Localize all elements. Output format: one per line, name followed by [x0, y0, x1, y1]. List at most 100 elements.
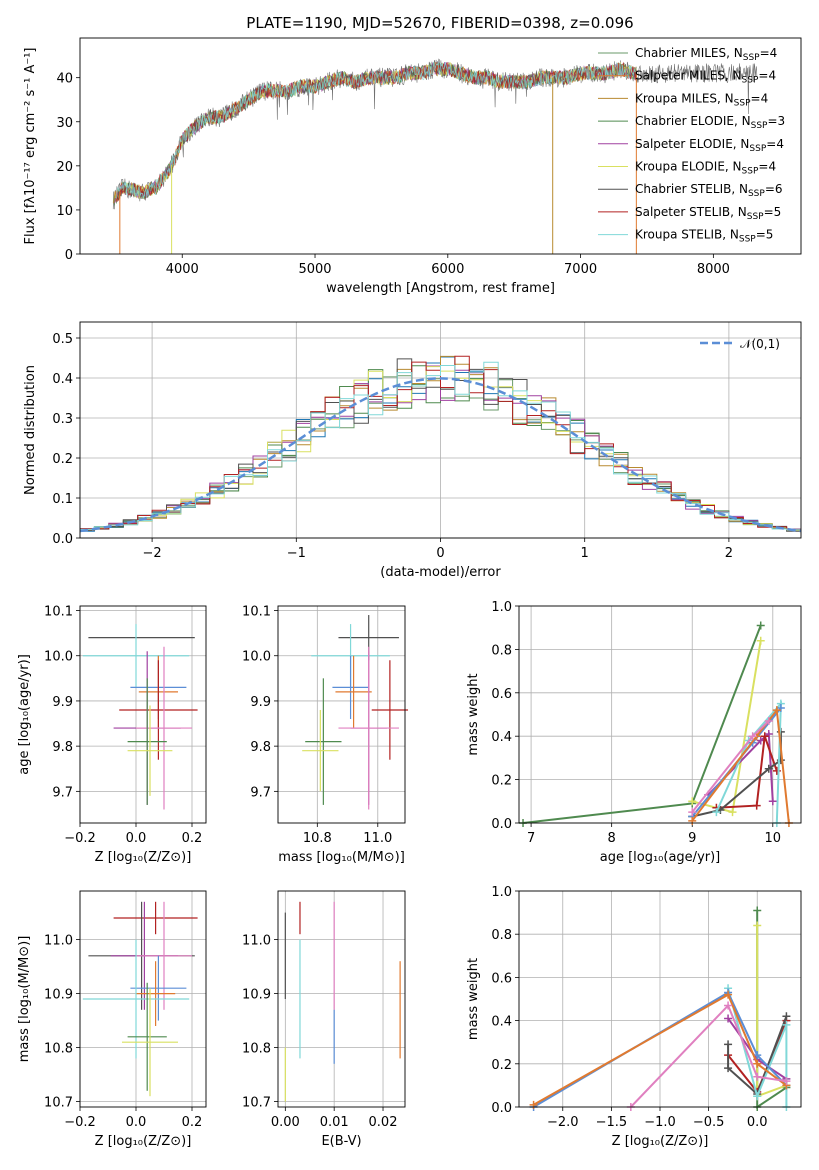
weight-point-marker	[752, 801, 761, 810]
y-tick-label: 10.9	[242, 988, 271, 1003]
x-tick-label: 10	[765, 831, 782, 846]
mass_vs_Z-frame	[79, 890, 207, 1108]
legend-entry: Salpeter STELIB, NSSP=5	[635, 205, 781, 222]
weight-point-marker	[776, 703, 785, 712]
x-tick-label: −0.2	[64, 1115, 96, 1130]
mass_vs_Z-points	[82, 901, 198, 1097]
weight-point-marker	[753, 1092, 762, 1101]
y-tick-label: 0.2	[491, 774, 512, 789]
y-tick-label: 0.8	[491, 643, 512, 658]
y-axis-label: mass weight	[466, 673, 481, 755]
y-tick-label: 0.8	[491, 928, 512, 943]
weight-series-line	[533, 993, 787, 1106]
x-tick-label: 1	[581, 546, 589, 561]
age_vs_Z-axes: −0.2 0.0 0.2 9.7 9.8 9.9 10.0 10.1 Z [log₁₀(Z/Z⊙…	[17, 605, 206, 865]
x-tick-label: −2	[143, 546, 162, 561]
y-tick-label: 1.0	[491, 600, 512, 615]
weight-point-marker	[764, 764, 773, 773]
x-tick-label: 2	[725, 546, 733, 561]
y-tick-label: 11.0	[242, 934, 271, 949]
y-axis-label: age [log₁₀(age/yr)]	[17, 654, 32, 775]
age_vs_Z-frame	[79, 605, 207, 824]
legend-entry: Kroupa MILES, NSSP=4	[635, 91, 768, 108]
x-tick-label: 0.01	[320, 1115, 349, 1130]
y-tick-label: 0.2	[52, 452, 73, 467]
weight-point-marker	[782, 1020, 791, 1029]
x-tick-label: 8000	[697, 262, 730, 277]
weight-point-marker	[688, 797, 697, 806]
weight-point-marker	[772, 706, 781, 715]
weight_vs_Z-series	[529, 906, 791, 1111]
residual-histograms	[80, 355, 801, 534]
y-tick-label: 10.0	[44, 650, 73, 665]
weight-point-marker	[529, 1100, 538, 1109]
model-line	[115, 61, 637, 203]
mass_vs_Z-axes: −0.2 0.0 0.2 10.7 10.8 10.9 11.0 Z [log₁₀(Z/Z⊙)…	[17, 891, 206, 1149]
x-tick-label: 0.0	[126, 831, 147, 846]
age_vs_mass-axes: 10.8 11.0 9.7 9.8 9.9 10.0 10.1 mass [log₁₀(M/M…	[242, 605, 405, 865]
weight-point-marker	[764, 730, 773, 739]
weight_vs_age-series	[519, 621, 793, 827]
x-tick-label: −0.5	[693, 1115, 725, 1130]
model-line	[116, 61, 636, 199]
x-tick-label: 4000	[166, 262, 199, 277]
weight-point-marker	[753, 1072, 762, 1081]
x-axis-label: (data-model)/error	[380, 565, 501, 580]
y-tick-label: 9.7	[52, 785, 73, 800]
x-axis-label: wavelength [Angstrom, rest frame]	[326, 281, 555, 296]
x-tick-label: −1.0	[644, 1115, 676, 1130]
weight-point-marker	[712, 808, 721, 817]
x-axis-label: age [log₁₀(age/yr)]	[600, 850, 721, 865]
y-tick-label: 9.9	[52, 695, 73, 710]
y-tick-label: 0.6	[491, 687, 512, 702]
x-tick-label: 0.2	[182, 831, 203, 846]
y-tick-label: 10.0	[242, 650, 271, 665]
x-tick-label: −1.5	[596, 1115, 628, 1130]
weight-point-marker	[782, 1077, 791, 1086]
y-axis-label: Flux [fλ10⁻¹⁷ erg cm⁻² s⁻¹ A⁻¹]	[23, 48, 38, 245]
residual-histogram	[80, 361, 801, 532]
y-tick-label: 0.3	[52, 412, 73, 427]
weight-point-marker	[756, 621, 765, 630]
mass_vs_ebv-points	[284, 901, 401, 1102]
legend-entry: Chabrier MILES, NSSP=4	[635, 46, 777, 63]
spectrum-frame	[79, 37, 802, 255]
y-tick-label: 0.4	[52, 372, 73, 387]
weight-point-marker	[688, 808, 697, 817]
y-tick-label: 0.0	[491, 1101, 512, 1116]
x-tick-label: 0.00	[271, 1115, 300, 1130]
age_vs_mass-points	[302, 615, 409, 810]
y-tick-label: 1.0	[491, 885, 512, 900]
y-tick-label: 0.6	[491, 971, 512, 986]
x-axis-label: Z [log₁₀(Z/Z⊙)]	[612, 1134, 709, 1149]
y-tick-label: 0.4	[491, 730, 512, 745]
mass_vs_ebv-axes: 0.00 0.01 0.02 10.7 10.8 10.9 11.0 E(B-V)	[242, 891, 405, 1149]
y-tick-label: 0.0	[491, 817, 512, 832]
x-tick-label: 7	[527, 831, 535, 846]
y-tick-label: 10	[56, 204, 73, 219]
x-tick-label: 6000	[431, 262, 464, 277]
weight-series-line	[715, 700, 782, 824]
y-tick-label: 20	[56, 160, 73, 175]
weight-point-marker	[768, 797, 777, 806]
y-tick-label: 10.7	[242, 1096, 271, 1111]
legend-entry: 𝒩(0,1)	[740, 337, 780, 351]
weight-point-marker	[753, 1059, 762, 1068]
x-tick-label: 0	[436, 546, 444, 561]
y-tick-label: 0.4	[491, 1015, 512, 1030]
y-axis-label: mass weight	[466, 958, 481, 1040]
weight-series-line	[727, 1015, 788, 1096]
weight_vs_age-frame	[518, 605, 802, 824]
weight-point-marker	[724, 1040, 733, 1049]
y-tick-label: 10.7	[44, 1096, 73, 1111]
legend-entry: Salpeter MILES, NSSP=4	[635, 69, 776, 86]
y-tick-label: 10.8	[44, 1042, 73, 1057]
legend-entry: Kroupa STELIB, NSSP=5	[635, 228, 773, 245]
y-tick-label: 10.1	[44, 605, 73, 620]
x-tick-label: 11.0	[363, 831, 392, 846]
x-axis-label: E(B-V)	[321, 1134, 361, 1149]
x-tick-label: 0.2	[182, 1115, 203, 1130]
weight-point-marker	[748, 732, 757, 741]
y-tick-label: 0.1	[52, 492, 73, 507]
